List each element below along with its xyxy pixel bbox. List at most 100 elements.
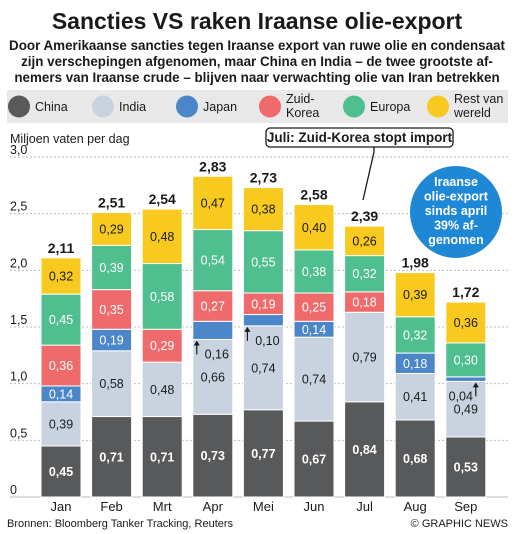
bar-segment [40,401,82,447]
segment-value-label: 0,84 [352,443,376,457]
segment-value-label: 0,48 [150,383,174,397]
bar-segment [445,380,487,438]
bar-total-label: 2,51 [98,195,125,211]
segment-value-label: 0,53 [454,460,478,474]
segment-value-label: 0,79 [352,351,376,365]
segment-value-label: 0,32 [352,267,376,281]
credit-note: © GRAPHIC NEWS [411,518,508,530]
segment-value-label: 0,71 [150,450,174,464]
bar-segment [192,320,234,340]
segment-value-label: 0,54 [201,254,225,268]
segment-value-label: 0,71 [99,450,123,464]
legend-swatch [343,95,365,118]
chart-title: Sancties VS raken Iraanse olie-export [52,8,463,34]
segment-value-label: 0,41 [403,390,427,404]
bar-segment [293,336,335,422]
x-tick-label: Mei [253,499,274,514]
bar-segment [192,413,234,498]
y-tick-label: 2,5 [10,200,27,214]
annotation-leader [362,147,375,201]
segment-value-label: 0,27 [201,300,225,314]
bar-segment [445,376,487,382]
bar-total-label: 2,83 [199,158,226,174]
bar-segment [293,204,335,251]
segment-value-label: 0,39 [49,417,73,431]
chart-subtitle: Door Amerikaanse sancties tegen Iraanse … [9,38,505,85]
segment-value-label: 0,58 [150,290,174,304]
legend-label: China [35,100,68,114]
legend-label: Zuid- [286,92,314,106]
bar-segment [344,401,386,498]
segment-value-label: 0,29 [99,222,123,236]
y-tick-label: 3,0 [10,143,27,157]
bar-segment [293,420,335,498]
x-tick-label: Jan [51,499,72,514]
legend-swatch [92,95,114,118]
callout-text: olie-export [424,190,489,204]
y-axis-label: Miljoen vaten per dag [10,132,130,146]
legend: China India Japan Zuid-Korea Europa Rest vanw… [7,90,508,123]
bar-total-label: 1,98 [402,255,429,271]
x-tick-label: Feb [100,499,122,514]
segment-value-label: 0,38 [302,265,326,279]
x-tick-label: Mrt [153,499,172,514]
segment-value-label: 0,36 [49,359,73,373]
stacked-bars: 0,45 0,39 0,14 0,36 0,45 0,32 2,11 Jan 0,71 0,58 0… [40,158,487,514]
bar-segment [242,325,284,411]
bar-segment [192,290,234,322]
bar-segment [141,416,183,498]
bar-segment [394,372,436,421]
callout-text: genomen [428,233,484,247]
bar-segment [293,292,335,322]
bar-segment [40,344,82,387]
segment-value-label: 0,16 [205,347,229,361]
callout-text: sinds april [425,204,488,218]
pointer-arrow [193,340,200,346]
bar-total-label: 2,54 [149,191,176,207]
segment-value-label: 0,14 [49,387,73,401]
bar-segment [293,249,335,294]
bar-segment [141,263,183,330]
segment-value-label: 0,55 [251,255,275,269]
legend-label: Japan [203,100,237,114]
annotation-box [265,127,454,148]
segment-value-label: 0,39 [99,261,123,275]
segment-value-label: 0,45 [49,465,73,479]
bar-segment [242,230,284,294]
x-tick-label: Jun [304,499,325,514]
segment-value-label: 0,10 [255,334,279,348]
subtitle-line: zijn verschepingen afgenomen, maar China… [21,54,493,69]
pointer-arrow [244,326,251,332]
subtitle-line: Door Amerikaanse sancties tegen Iraanse … [9,38,505,53]
legend-label: Korea [286,106,319,120]
bar-segment [192,229,234,292]
bar-segment [40,257,82,295]
bar-segment [91,212,133,246]
bar-segment [192,175,234,231]
bar-total-label: 2,11 [48,240,75,256]
segment-value-label: 0,40 [302,221,326,235]
segment-value-label: 0,49 [454,403,478,417]
segment-value-label: 0,38 [251,203,275,217]
segment-value-label: 0,47 [201,196,225,210]
annotation-text: Juli: Zuid-Korea stopt import [267,130,453,145]
segment-value-label: 0,32 [403,328,427,342]
segment-value-label: 0,19 [99,334,123,348]
legend-label: India [119,100,146,114]
segment-value-label: 0,26 [352,234,376,248]
bar-segment [91,350,133,418]
legend-label: Rest van [454,92,503,106]
segment-value-label: 0,32 [49,270,73,284]
segment-value-label: 0,74 [251,361,275,375]
segment-value-label: 0,67 [302,453,326,467]
bar-segment [394,272,436,318]
legend-swatch [8,95,30,118]
segment-value-label: 0,19 [251,297,275,311]
bar-segment [141,328,183,363]
segment-value-label: 0,25 [302,301,326,315]
x-tick-label: Aug [404,499,427,514]
segment-value-label: 0,30 [454,353,478,367]
bar-segment [141,361,183,418]
bar-segment [91,244,133,291]
legend-label: wereld [453,106,491,120]
